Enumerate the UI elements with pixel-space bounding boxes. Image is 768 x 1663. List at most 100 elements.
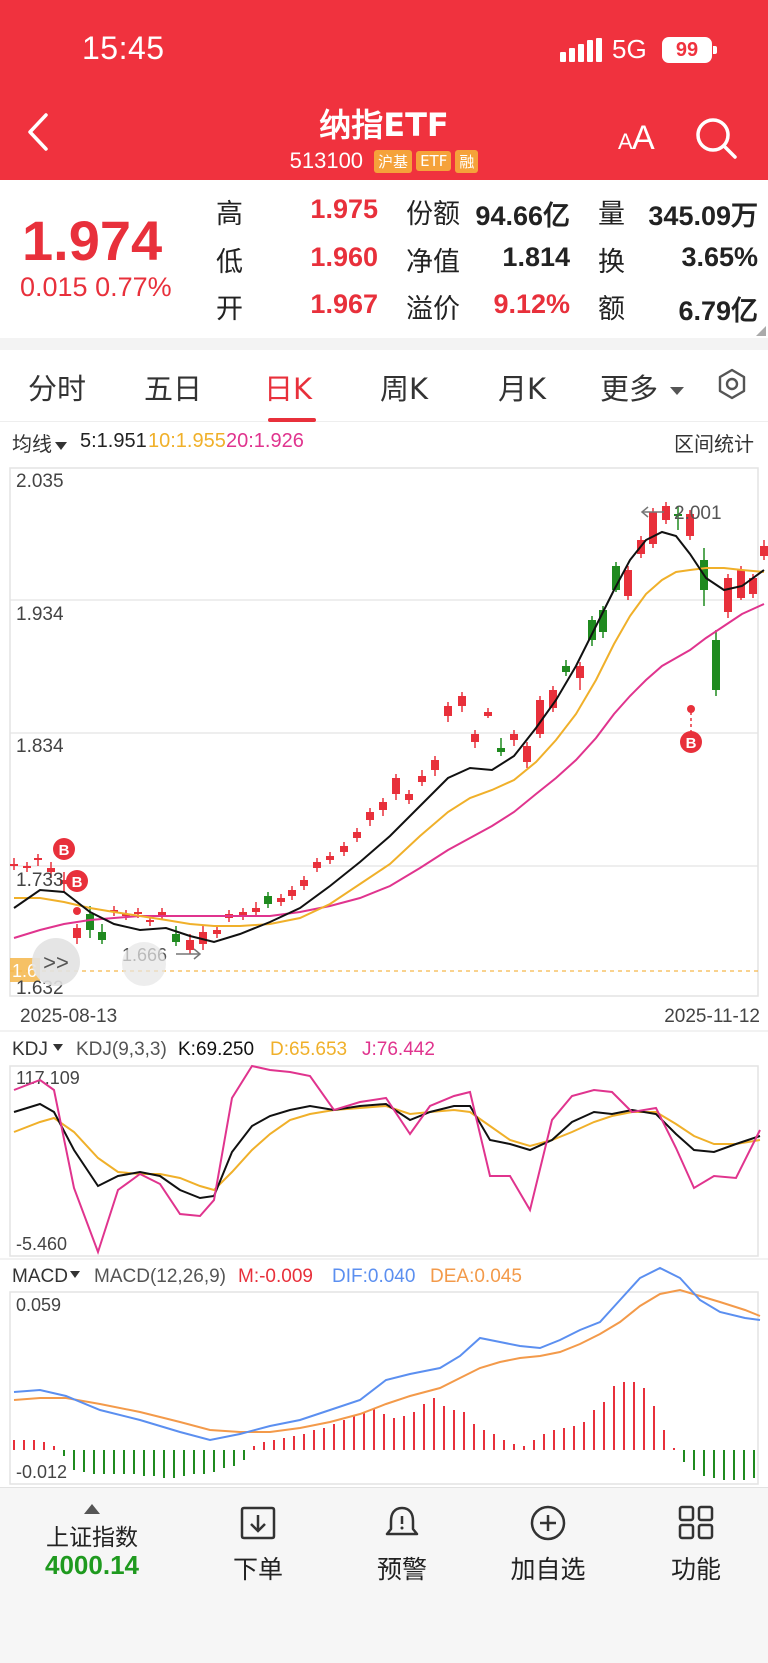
candle-body [252, 908, 260, 912]
candle-body [239, 912, 247, 916]
tag-etf: ETF [416, 151, 452, 171]
expand-panel-label: >> [43, 950, 69, 975]
volume-label: 量 [598, 199, 625, 230]
functions-label: 功能 [670, 1555, 721, 1584]
tab-five-day[interactable]: 五日 [144, 372, 203, 406]
tab-weekly-k[interactable]: 周K [380, 372, 429, 406]
kdj-k-line [13, 1102, 761, 1200]
signal-icon [560, 38, 602, 62]
buy-signal-marker[interactable]: B [680, 705, 702, 753]
premium-value: 9.12% [493, 289, 570, 319]
ma20-line [13, 603, 765, 939]
kline-chart-area[interactable]: 2.035 1.934 1.834 1.733 1.6 1.632 2.001 … [0, 460, 768, 1487]
candle-body [431, 760, 439, 770]
candle-body [213, 930, 221, 934]
low-label: 低 [216, 247, 243, 278]
tab-daily-k[interactable]: 日K [264, 372, 313, 406]
y-axis-label: 1.934 [16, 604, 64, 625]
candle-body [497, 748, 505, 752]
app-header: 15:45 5G 99 纳指ETF 513100 沪基 ETF 融 A A [0, 0, 768, 180]
kline-frame [9, 467, 759, 997]
back-arrow-icon[interactable] [26, 112, 50, 152]
add-watchlist-label: 加自选 [510, 1555, 586, 1584]
candle-body [458, 696, 466, 706]
font-size-icon[interactable]: A A [618, 118, 660, 152]
bottom-toolbar: 上证指数 4000.14 下单 预警 加自选 功能 [0, 1487, 768, 1663]
settings-gear-icon[interactable] [716, 368, 748, 400]
kdj-k-value: K:69.250 [178, 1039, 254, 1060]
kdj-j-line [13, 1064, 761, 1256]
candle-body [340, 846, 348, 852]
volume-value: 345.09万 [648, 201, 758, 231]
candle-body [23, 866, 31, 868]
y-axis-label: 1.733 [16, 870, 64, 891]
candle-body [712, 640, 720, 690]
expand-panel-button[interactable]: >> [32, 938, 80, 986]
y-axis-label: 1.834 [16, 736, 64, 757]
kdj-selector[interactable]: KDJ [12, 1039, 63, 1060]
svg-text:A: A [632, 119, 655, 152]
candle-body [662, 506, 670, 520]
security-code: 513100 [289, 148, 364, 173]
index-name: 上证指数 [46, 1525, 138, 1551]
turnover-value: 3.65% [681, 242, 758, 272]
candle-body [379, 802, 387, 810]
buy-signal-label: B [686, 735, 697, 752]
macd-selector-label: MACD [12, 1266, 68, 1287]
change-value: 0.015 [20, 272, 88, 302]
candle-body [510, 734, 518, 740]
candle-body [10, 864, 18, 866]
candle-body [288, 890, 296, 896]
current-price-tag-label: 1.6 [12, 961, 37, 981]
buy-signal-marker[interactable]: B [66, 870, 88, 892]
buy-signal-label: B [72, 874, 83, 891]
range-stats-button[interactable]: 区间统计 [674, 434, 754, 456]
caret-down-icon [670, 387, 685, 395]
search-icon[interactable] [694, 116, 738, 160]
macd-frame [9, 1291, 759, 1485]
macd-selector[interactable]: MACD [12, 1266, 80, 1287]
macd-m-value: M:-0.009 [238, 1266, 313, 1287]
corner-expand-icon[interactable] [756, 326, 766, 336]
battery-tip [713, 46, 717, 54]
candle-body [326, 856, 334, 860]
caret-down-icon [70, 1271, 80, 1278]
candle-body [34, 858, 42, 860]
candle-body [86, 914, 94, 930]
candle-body [536, 700, 544, 734]
candle-body [277, 898, 285, 902]
buy-signal-marker[interactable]: B [53, 838, 75, 860]
ma-selector[interactable]: 均线 [12, 428, 67, 457]
candle-body [588, 620, 596, 640]
caret-up-icon [84, 1504, 100, 1514]
kdj-j-value: J:76.442 [362, 1039, 435, 1060]
candle-body [471, 734, 479, 742]
crosshair-touch-point [122, 942, 166, 986]
candle-body [484, 712, 492, 716]
candle-body [599, 610, 607, 632]
ma-legend-bar: 均线 5:1.951 10:1.955 20:1.926 区间统计 [0, 426, 768, 460]
tab-intraday[interactable]: 分时 [28, 372, 87, 406]
candle-body [264, 896, 272, 904]
panel-divider [0, 1258, 768, 1260]
macd-histogram [13, 1382, 755, 1480]
candle-body [749, 578, 757, 594]
candle-body [313, 862, 321, 868]
macd-max-label: 0.059 [16, 1295, 61, 1315]
candle-body [146, 920, 154, 922]
section-separator [0, 338, 768, 350]
candle-body [73, 928, 81, 938]
candle-body [186, 940, 194, 950]
candle-body [624, 570, 632, 596]
candle-body [674, 514, 682, 516]
end-date: 2025-11-12 [664, 1006, 760, 1027]
kdj-d-value: D:65.653 [270, 1039, 347, 1060]
candle-body [649, 512, 657, 544]
tab-monthly-k[interactable]: 月K [498, 372, 547, 406]
tab-more[interactable]: 更多 [600, 366, 685, 408]
quote-panel [0, 180, 768, 338]
svg-text:A: A [618, 129, 633, 152]
tag-exchange: 沪基 [374, 149, 413, 173]
candle-body [392, 778, 400, 794]
shares-label: 份额 [406, 199, 460, 230]
